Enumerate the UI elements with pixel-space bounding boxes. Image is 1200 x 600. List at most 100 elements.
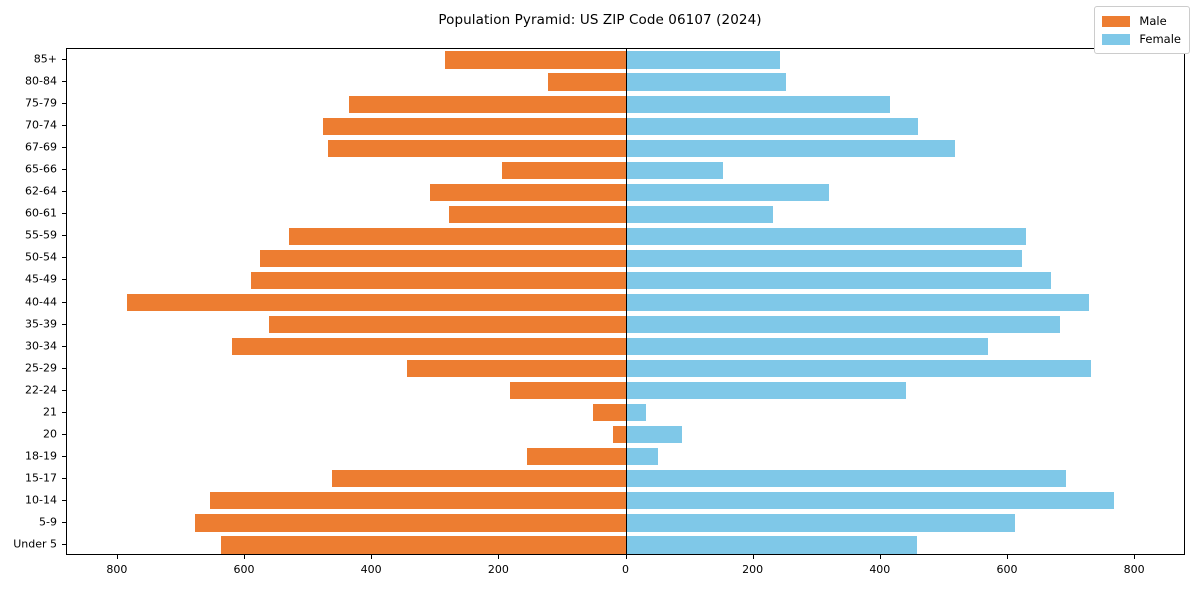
bar-female — [626, 205, 774, 223]
y-axis-tick-label: 20 — [43, 427, 57, 441]
x-axis-tick-mark — [1134, 555, 1136, 559]
bar-female — [626, 448, 658, 466]
bar-row — [67, 470, 1184, 488]
x-axis-tick-mark — [752, 555, 754, 559]
y-axis-tick-label: 55-59 — [25, 228, 57, 242]
y-axis-tick-label: 60-61 — [25, 206, 57, 220]
bar-female — [626, 73, 787, 91]
x-axis-tick-label: 600 — [996, 563, 1018, 576]
y-axis-tick-mark — [62, 367, 66, 369]
y-axis-tick-mark — [62, 411, 66, 413]
bar-female — [626, 139, 955, 157]
bar-male — [260, 249, 627, 267]
bar-row — [67, 337, 1184, 356]
bar-female — [626, 315, 1061, 334]
bar-row — [67, 448, 1184, 466]
y-axis-tick-label: 21 — [43, 405, 57, 419]
bar-female — [626, 536, 918, 554]
bar-female — [626, 360, 1091, 378]
bar-female — [626, 382, 906, 400]
bar-female — [626, 293, 1090, 312]
bar-female — [626, 470, 1066, 488]
y-axis-tick-label: 80-84 — [25, 74, 57, 88]
bar-row — [67, 249, 1184, 267]
bar-male — [444, 51, 627, 69]
y-axis-tick-label: 25-29 — [25, 361, 57, 375]
y-axis-tick-label: 18-19 — [25, 449, 57, 463]
bar-row — [67, 404, 1184, 422]
bar-male — [406, 360, 627, 378]
bar-male — [449, 205, 627, 223]
y-axis-tick-mark — [62, 59, 66, 61]
bar-female — [626, 227, 1027, 245]
x-axis-tick-label: 0 — [622, 563, 629, 576]
x-axis-tick-mark — [879, 555, 881, 559]
x-axis: 800 600 400 200 0 200 400 600 800 — [66, 555, 1185, 600]
bar-female — [626, 95, 890, 113]
x-axis-tick-label: 400 — [360, 563, 382, 576]
x-axis-tick-mark — [625, 555, 627, 559]
y-axis-tick-label: 5-9 — [39, 515, 57, 529]
bar-row — [67, 293, 1184, 312]
bar-row — [67, 205, 1184, 223]
y-axis-tick-mark — [62, 235, 66, 237]
y-axis-tick-mark — [62, 147, 66, 149]
bar-female — [626, 337, 988, 356]
legend-entry: Male — [1102, 12, 1181, 30]
y-axis-tick-label: 45-49 — [25, 272, 57, 286]
x-axis-tick-mark — [371, 555, 373, 559]
bar-row — [67, 227, 1184, 245]
y-axis-tick-mark — [62, 455, 66, 457]
y-axis-tick-label: 30-34 — [25, 339, 57, 353]
bar-row — [67, 95, 1184, 113]
legend-entry: Female — [1102, 30, 1181, 48]
x-axis-tick-label: 200 — [487, 563, 509, 576]
y-axis-tick-mark — [62, 191, 66, 193]
bar-female — [626, 51, 781, 69]
bar-male — [613, 426, 627, 444]
bar-row — [67, 73, 1184, 91]
bar-row — [67, 426, 1184, 444]
y-axis-tick-mark — [62, 477, 66, 479]
plot-area — [66, 48, 1185, 555]
legend-label: Female — [1139, 32, 1181, 46]
y-axis-tick-mark — [62, 323, 66, 325]
y-axis: 85+ 80-84 75-79 70-74 67-69 65-66 62-64 60-61 55… — [0, 48, 66, 555]
y-axis-tick-mark — [62, 169, 66, 171]
y-axis-tick-mark — [62, 279, 66, 281]
bar-male — [232, 337, 627, 356]
y-axis-tick-label: 62-64 — [25, 184, 57, 198]
y-axis-tick-label: Under 5 — [13, 537, 57, 551]
bar-row — [67, 514, 1184, 532]
bar-row — [67, 382, 1184, 400]
y-axis-tick-mark — [62, 389, 66, 391]
bar-female — [626, 249, 1022, 267]
y-axis-tick-label: 40-44 — [25, 295, 57, 308]
bar-male — [332, 470, 627, 488]
y-axis-tick-label: 22-24 — [25, 383, 57, 397]
bar-row — [67, 360, 1184, 378]
bar-female — [626, 426, 683, 444]
bar-male — [328, 139, 627, 157]
x-axis-tick-label: 800 — [1123, 563, 1145, 576]
x-axis-tick-mark — [498, 555, 500, 559]
legend-swatch-female — [1102, 33, 1131, 45]
bar-row — [67, 271, 1184, 290]
bar-row — [67, 536, 1184, 554]
bar-male — [269, 315, 627, 334]
bar-male — [323, 117, 627, 135]
y-axis-tick-label: 50-54 — [25, 250, 57, 264]
bar-row — [67, 51, 1184, 69]
bar-male — [210, 492, 627, 510]
y-axis-tick-label: 10-14 — [25, 493, 57, 507]
bar-male — [195, 514, 627, 532]
y-axis-tick-label: 67-69 — [25, 140, 57, 154]
y-axis-tick-mark — [62, 257, 66, 259]
bar-male — [548, 73, 627, 91]
bar-row — [67, 161, 1184, 179]
y-axis-tick-mark — [62, 213, 66, 215]
y-axis-tick-mark — [62, 345, 66, 347]
bar-row — [67, 315, 1184, 334]
bar-male — [593, 404, 627, 422]
